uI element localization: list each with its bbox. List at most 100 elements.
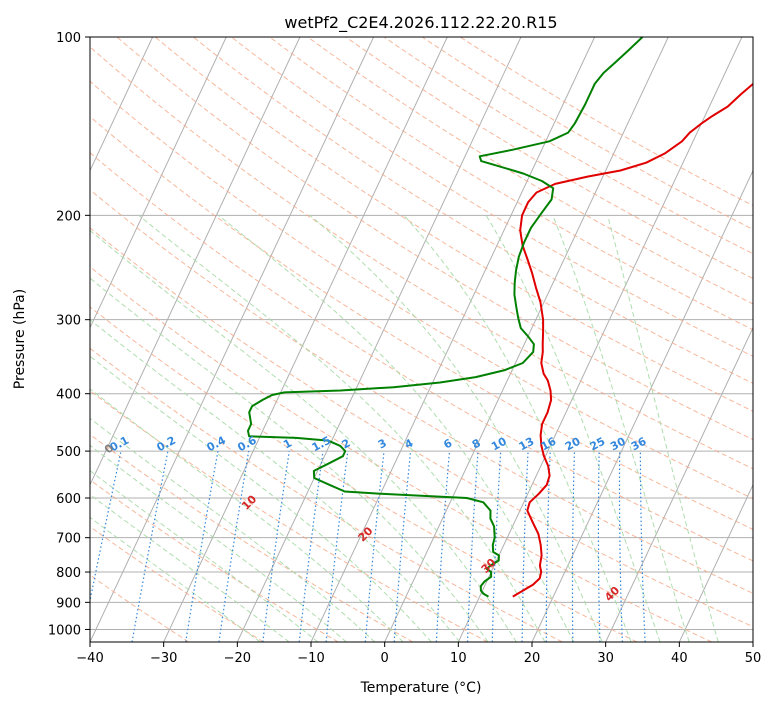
isotherm-line (605, 326, 753, 642)
mixing-ratio-line (325, 451, 349, 642)
isotherm-line (90, 37, 154, 172)
mixing-ratio-line (639, 451, 646, 642)
x-tick-label: 40 (671, 651, 688, 666)
isotherm-line (90, 37, 375, 642)
x-tick-label: 30 (597, 651, 614, 666)
isotherm-line (236, 37, 522, 642)
mixing-ratio-label: 13 (517, 435, 537, 454)
x-tick-label: −30 (150, 651, 177, 666)
gridlines (0, 37, 753, 642)
mixing-ratio-label: 3 (376, 436, 389, 451)
mixing-ratio-line (618, 451, 623, 642)
dry-adiabat-line (90, 433, 414, 642)
dry-adiabat-label: -10 (10, 415, 33, 438)
dry-adiabat-line (90, 46, 753, 470)
y-axis-ticks: 100 200 300 400 500 600 700 800 900 1000 (48, 31, 90, 638)
moist-adiabat-line (90, 319, 461, 642)
mixing-ratio-label: 20 (563, 435, 583, 454)
y-axis-title: Pressure (hPa) (12, 289, 28, 389)
x-tick-label: −20 (224, 651, 251, 666)
moist-adiabat-line (90, 229, 517, 642)
y-tick-label: 100 (56, 31, 81, 46)
dry-adiabat-line (307, 37, 753, 305)
chart-title: wetPf2_C2E4.2026.112.22.20.R15 (284, 13, 557, 33)
x-tick-label: −40 (76, 651, 103, 666)
mixing-ratio-label: 36 (629, 435, 649, 454)
y-tick-label: 1000 (48, 623, 81, 638)
mixing-ratio-label: 4 (403, 436, 416, 451)
moist-adiabat-line (90, 277, 489, 642)
moist-adiabat-line (403, 214, 632, 642)
y-tick-label: 900 (56, 596, 81, 611)
dry-adiabat-line (345, 37, 753, 280)
x-axis-ticks: −40 −30 −20 −10 0 10 20 30 40 50 (76, 642, 761, 666)
mixing-ratio-line (218, 450, 250, 642)
y-tick-label: 700 (56, 532, 81, 547)
moist-adiabat-line (485, 215, 661, 642)
dry-adiabat-line (90, 80, 753, 500)
x-tick-label: 50 (745, 651, 762, 666)
dry-adiabat-line (90, 116, 753, 530)
y-tick-label: 200 (56, 209, 81, 224)
dry-adiabat-line (154, 37, 753, 412)
mixing-ratio-line (298, 451, 324, 642)
mixing-ratio-line (393, 451, 412, 642)
isotherm-line (163, 37, 448, 642)
mixing-ratio-line (597, 451, 601, 642)
dry-adiabat-line (90, 479, 339, 642)
dry-adiabat-label: 10 (239, 492, 259, 512)
moist-adiabat-line (218, 214, 575, 642)
dry-adiabat-line (459, 37, 753, 207)
dry-adiabat-line (90, 306, 638, 642)
mixing-ratio-line (435, 451, 451, 642)
isotherm-line (531, 169, 753, 642)
thermo-background-lines (90, 37, 753, 642)
mixing-ratio-line (466, 451, 479, 642)
dry-adiabat-line (90, 189, 753, 594)
x-tick-label: 0 (381, 651, 389, 666)
moist-adiabat-line (309, 214, 603, 642)
isotherm-line (752, 640, 753, 642)
dry-adiabat-line (192, 37, 753, 384)
isotherm-line (310, 37, 596, 642)
mixing-ratio-line (131, 450, 169, 642)
dry-adiabat-line (231, 37, 753, 357)
moist-adiabat-line (90, 516, 261, 642)
moist-adiabat-line (90, 493, 290, 642)
isotherm-line (678, 483, 753, 642)
dewpoint-profile-line (247, 37, 644, 598)
dry-adiabat-line (90, 574, 190, 642)
moist-adiabat-line (90, 444, 347, 642)
profile-series (247, 37, 753, 598)
y-tick-label: 800 (56, 566, 81, 581)
y-tick-label: 300 (56, 314, 81, 329)
mixing-ratio-line (571, 451, 575, 642)
moist-adiabat-line (90, 388, 404, 642)
x-tick-label: 10 (450, 651, 467, 666)
moist-adiabat-line (90, 470, 319, 642)
dry-adiabat-line (90, 152, 753, 562)
dry-adiabat-line (90, 347, 563, 642)
dry-adiabat-line (90, 390, 488, 642)
plot-frame (89, 36, 754, 643)
y-tick-label: 600 (56, 492, 81, 507)
isotherm-line (90, 37, 227, 329)
dry-adiabat-line (116, 37, 753, 441)
y-tick-label: 500 (56, 445, 81, 460)
isotherm-line (0, 37, 5, 642)
mixing-ratio-label: 30 (608, 435, 628, 454)
mixing-ratio-label: 10 (489, 435, 509, 454)
moist-adiabat-line (607, 215, 719, 642)
x-tick-label: 20 (524, 651, 541, 666)
dry-adiabat-line (90, 525, 264, 642)
dry-adiabat-line (383, 37, 753, 255)
mixing-ratio-line (185, 450, 219, 642)
y-tick-label: 400 (56, 388, 81, 403)
temperature-profile-line (512, 82, 753, 598)
dry-adiabat-line (90, 266, 712, 642)
x-axis-title: Temperature (°C) (360, 680, 482, 696)
moist-adiabat-line (552, 215, 690, 642)
moist-adiabat-line (138, 214, 546, 642)
isoline-labels: 0.10.20.40.611.52346810131620253036-100-… (10, 415, 649, 604)
